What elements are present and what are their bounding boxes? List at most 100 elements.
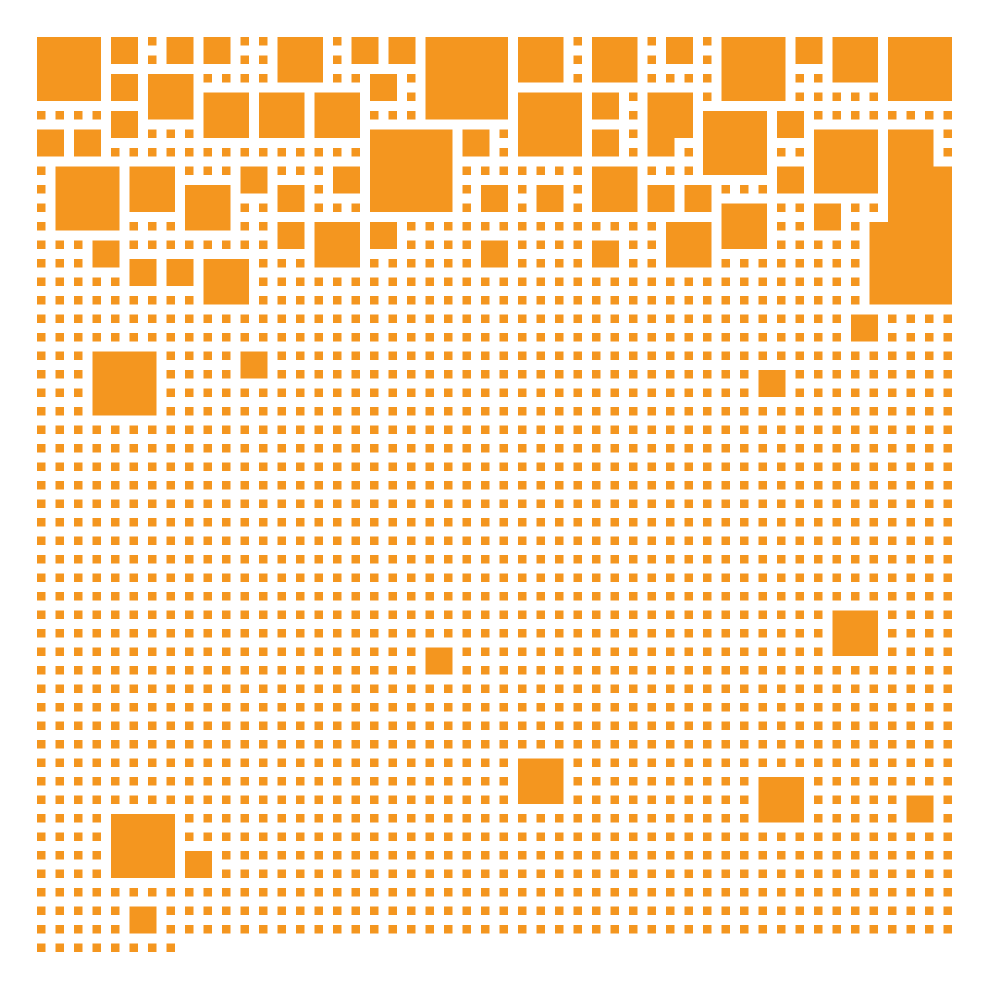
small-tile	[795, 240, 804, 249]
small-tile	[407, 111, 416, 120]
small-tile	[777, 573, 786, 582]
small-tile	[869, 925, 878, 934]
small-tile	[185, 777, 194, 786]
small-tile	[55, 407, 64, 416]
large-tile	[906, 795, 934, 823]
small-tile	[666, 777, 675, 786]
small-tile	[555, 240, 564, 249]
small-tile	[407, 481, 416, 490]
small-tile	[333, 481, 342, 490]
small-tile	[314, 740, 323, 749]
small-tile	[573, 518, 582, 527]
small-tile	[370, 758, 379, 767]
small-tile	[222, 351, 231, 360]
small-tile	[777, 425, 786, 434]
small-tile	[869, 721, 878, 730]
small-tile	[814, 888, 823, 897]
small-tile	[92, 814, 101, 823]
small-tile	[370, 499, 379, 508]
small-tile	[425, 296, 434, 305]
small-tile	[166, 481, 175, 490]
small-tile	[814, 259, 823, 268]
small-tile	[740, 314, 749, 323]
small-tile	[259, 37, 268, 46]
small-tile	[166, 740, 175, 749]
small-tile	[129, 592, 138, 601]
small-tile	[314, 684, 323, 693]
small-tile	[277, 777, 286, 786]
small-tile	[629, 703, 638, 712]
small-tile	[277, 740, 286, 749]
small-tile	[129, 795, 138, 804]
small-tile	[166, 425, 175, 434]
large-tile	[314, 222, 360, 268]
small-tile	[555, 888, 564, 897]
small-tile	[851, 277, 860, 286]
small-tile	[832, 832, 841, 841]
small-tile	[629, 758, 638, 767]
small-tile	[370, 703, 379, 712]
small-tile	[333, 74, 342, 83]
small-tile	[444, 851, 453, 860]
small-tile	[222, 555, 231, 564]
small-tile	[684, 795, 693, 804]
small-tile	[351, 407, 360, 416]
small-tile	[573, 555, 582, 564]
small-tile	[462, 592, 471, 601]
small-tile	[333, 296, 342, 305]
small-tile	[814, 555, 823, 564]
small-tile	[481, 629, 490, 638]
small-tile	[647, 166, 656, 175]
small-tile	[240, 74, 249, 83]
small-tile	[481, 425, 490, 434]
small-tile	[333, 629, 342, 638]
small-tile	[240, 499, 249, 508]
small-tile	[185, 684, 194, 693]
small-tile	[684, 314, 693, 323]
small-tile	[536, 333, 545, 342]
small-tile	[222, 906, 231, 915]
small-tile	[684, 647, 693, 656]
small-tile	[851, 518, 860, 527]
small-tile	[573, 777, 582, 786]
small-tile	[777, 444, 786, 453]
small-tile	[832, 351, 841, 360]
small-tile	[851, 370, 860, 379]
small-tile	[259, 518, 268, 527]
small-tile	[222, 462, 231, 471]
small-tile	[277, 314, 286, 323]
small-tile	[37, 222, 46, 231]
small-tile	[74, 592, 83, 601]
small-tile	[832, 721, 841, 730]
small-tile	[222, 74, 231, 83]
small-tile	[703, 888, 712, 897]
small-tile	[925, 351, 934, 360]
small-tile	[703, 388, 712, 397]
small-tile	[647, 240, 656, 249]
small-tile	[777, 222, 786, 231]
small-tile	[203, 592, 212, 601]
small-tile	[240, 888, 249, 897]
small-tile	[481, 684, 490, 693]
small-tile	[851, 758, 860, 767]
small-tile	[832, 296, 841, 305]
small-tile	[943, 814, 952, 823]
small-tile	[592, 647, 601, 656]
small-tile	[869, 869, 878, 878]
small-tile	[703, 777, 712, 786]
small-tile	[925, 925, 934, 934]
small-tile	[629, 499, 638, 508]
small-tile	[703, 74, 712, 83]
small-tile	[333, 407, 342, 416]
small-tile	[111, 296, 120, 305]
small-tile	[758, 666, 767, 675]
small-tile	[240, 777, 249, 786]
small-tile	[906, 684, 915, 693]
small-tile	[185, 499, 194, 508]
small-tile	[814, 610, 823, 619]
small-tile	[684, 444, 693, 453]
small-tile	[518, 832, 527, 841]
small-tile	[666, 407, 675, 416]
small-tile	[499, 777, 508, 786]
small-tile	[407, 259, 416, 268]
